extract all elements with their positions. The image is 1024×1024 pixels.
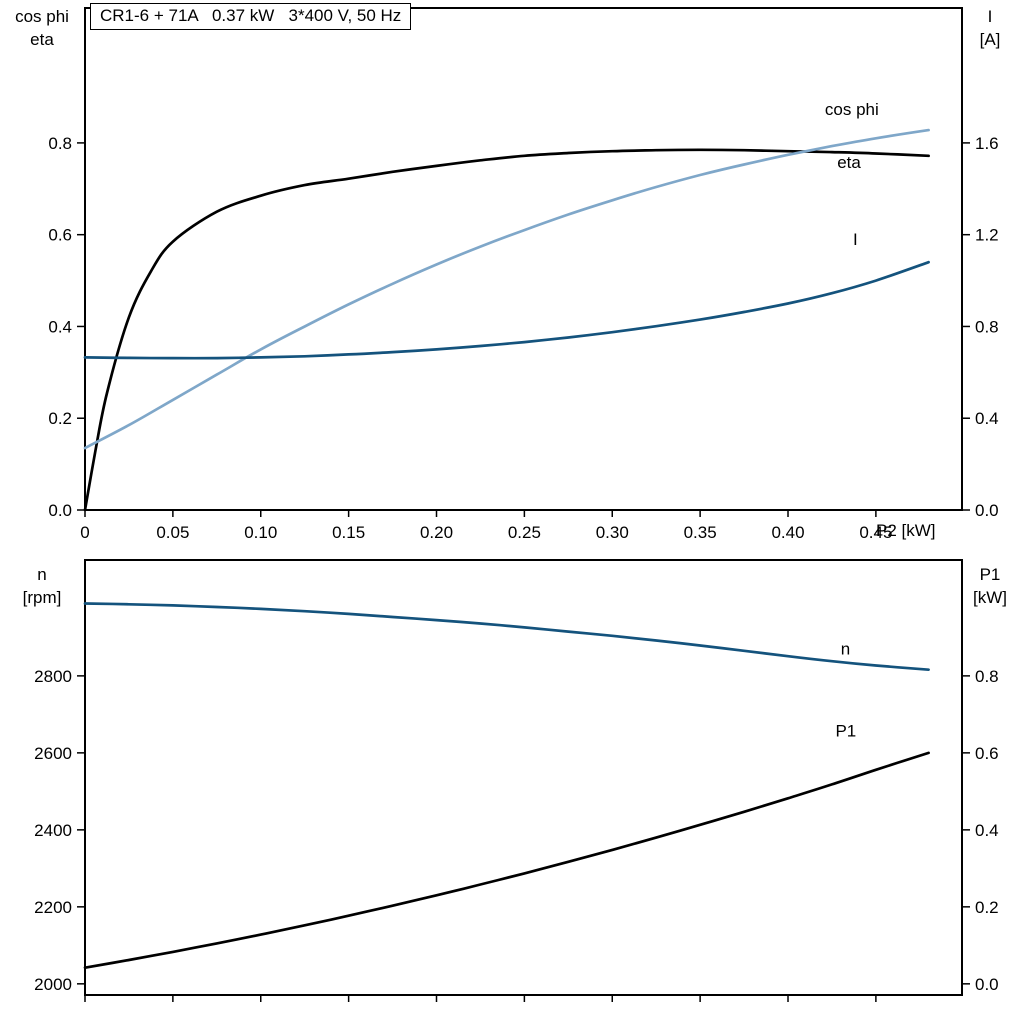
- left-tick-label: 2200: [34, 898, 72, 917]
- series-eta: [83, 148, 930, 512]
- top-left-axis-label: cos phi eta: [0, 5, 84, 51]
- bottom-right-axis-label: P1 [kW]: [958, 563, 1022, 609]
- x-tick-label: 0.30: [596, 523, 629, 542]
- right-tick-label: 1.6: [975, 134, 999, 153]
- x-tick-label: 0: [80, 523, 89, 542]
- top-chart: 0 0.05 0.10 0.15 0.20 0.25 0.30 0.35 0.40 0.45 0.0…: [48, 7, 999, 542]
- x-tick-label: 0.25: [508, 523, 541, 542]
- left-tick-label: 2000: [34, 975, 72, 994]
- right-tick-label: 0.8: [975, 317, 999, 336]
- left-tick-label: 0.4: [48, 317, 72, 336]
- left-tick-label: 0.0: [48, 501, 72, 520]
- left-tick-label: 2400: [34, 821, 72, 840]
- series-P1: [83, 751, 930, 970]
- x-tick-label: 0.15: [332, 523, 365, 542]
- left-tick-label: 0.2: [48, 409, 72, 428]
- x-axis-label-p2: P2 [kW]: [876, 521, 936, 540]
- series-I: [83, 260, 930, 360]
- chart-title-box: CR1-6 + 71A 0.37 kW 3*400 V, 50 Hz: [90, 3, 412, 30]
- x-tick-label: 0.40: [771, 523, 804, 542]
- series-label-cos-phi: cos phi: [825, 100, 879, 119]
- x-tick-label: 0.45: [859, 523, 892, 542]
- series-label-n: n: [841, 640, 850, 659]
- left-tick-label: 2800: [34, 667, 72, 686]
- x-tick-label: 0.10: [244, 523, 277, 542]
- right-axis-label-current: I: [987, 7, 993, 26]
- left-tick-label: 2600: [34, 744, 72, 763]
- left-axis-label-eta: eta: [30, 30, 54, 49]
- right-tick-label: 0.6: [975, 744, 999, 763]
- right-tick-label: 0.0: [975, 975, 999, 994]
- left-tick-label: 0.8: [48, 134, 72, 153]
- right-tick-label: 1.2: [975, 226, 999, 245]
- right-axis-label-ampere-unit: [A]: [979, 30, 1001, 49]
- right-axis-label-kw-unit: [kW]: [973, 588, 1007, 607]
- right-tick-label: 0.0: [975, 501, 999, 520]
- bottom-chart: 2000 2200 2400 2600 2800 0.0 0.2 0.4 0.6 0.8 n P1: [34, 559, 999, 1002]
- top-right-axis-label: I [A]: [958, 5, 1022, 51]
- x-tick-label: 0.05: [156, 523, 189, 542]
- left-axis-label-cosphi: cos phi: [15, 7, 69, 26]
- series-label-I: I: [853, 230, 858, 249]
- series-n: [83, 602, 930, 672]
- series-cos-phi: [83, 128, 930, 450]
- left-axis-label-speed: n: [37, 565, 47, 584]
- right-axis-label-p1: P1: [979, 565, 1001, 584]
- left-tick-label: 0.6: [48, 226, 72, 245]
- bottom-left-axis-label: n [rpm]: [0, 563, 84, 609]
- right-tick-label: 0.8: [975, 667, 999, 686]
- series-label-P1: P1: [835, 722, 856, 741]
- right-tick-label: 0.4: [975, 821, 999, 840]
- plot-frame: [84, 559, 963, 996]
- x-tick-label: 0.20: [420, 523, 453, 542]
- left-axis-label-rpm-unit: [rpm]: [22, 588, 62, 607]
- plot-frame: [84, 7, 963, 511]
- series-label-eta: eta: [837, 153, 861, 172]
- right-tick-label: 0.2: [975, 898, 999, 917]
- right-tick-label: 0.4: [975, 409, 999, 428]
- x-tick-label: 0.35: [684, 523, 717, 542]
